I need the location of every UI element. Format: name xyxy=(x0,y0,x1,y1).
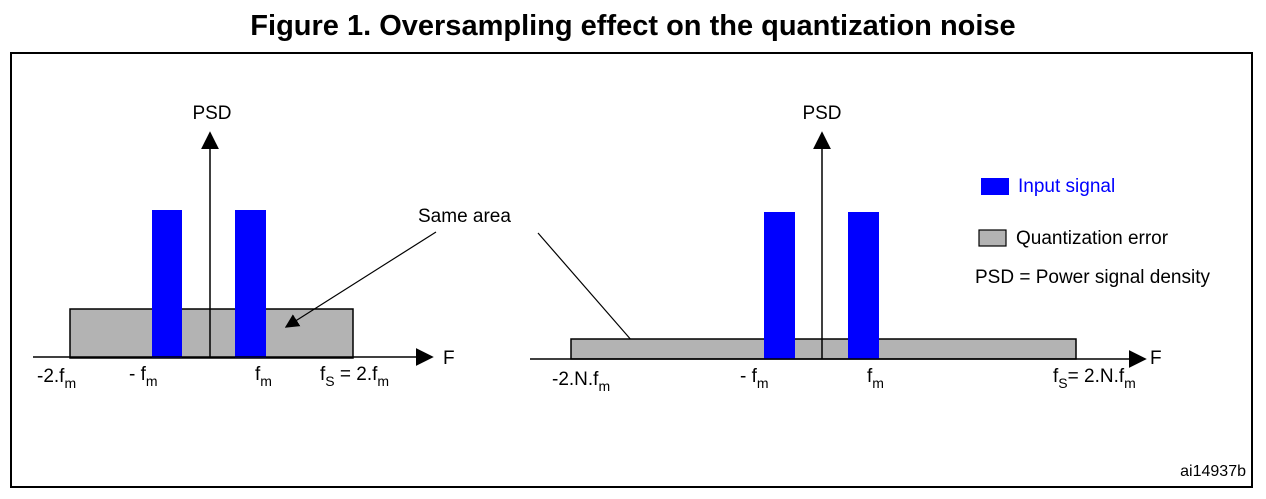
right-x-axis-label: F xyxy=(1150,348,1162,369)
same-area-arrow-left xyxy=(284,231,437,328)
left-x-axis-label: F xyxy=(443,348,455,369)
same-area-label: Same area xyxy=(418,206,511,227)
left-tick-label-fs: fS = 2.fm xyxy=(320,364,389,389)
legend-quantization-error-label: Quantization error xyxy=(1016,228,1169,249)
left-plot: PSD F -2.fm - fm fm fS = 2.fm xyxy=(33,103,455,391)
right-input-signal-bar-positive xyxy=(848,212,879,359)
right-tick-label-fs: fS= 2.N.fm xyxy=(1053,366,1136,391)
left-y-axis-label: PSD xyxy=(192,103,231,124)
left-tick-label-neg-fm: - fm xyxy=(129,364,158,389)
legend: Input signal Quantization error PSD = Po… xyxy=(975,176,1210,288)
right-tick-label-neg-fm: - fm xyxy=(740,366,769,391)
legend-quantization-error-swatch xyxy=(978,229,1007,247)
right-input-signal-bar-negative xyxy=(764,212,795,359)
right-y-axis-label: PSD xyxy=(802,103,841,124)
left-input-signal-bar-negative xyxy=(152,210,182,358)
figure-frame xyxy=(10,52,1253,488)
left-quantization-error-area xyxy=(69,308,354,359)
right-tick-label-neg-2nfm: -2.N.fm xyxy=(552,369,610,394)
legend-input-signal-swatch xyxy=(981,178,1009,195)
left-input-signal-bar-positive xyxy=(235,210,266,358)
right-tick-label-fm: fm xyxy=(867,366,884,391)
same-area-annotation: Same area xyxy=(284,206,647,359)
right-plot: PSD F -2.N.fm - fm fm fS= 2.N.fm xyxy=(530,103,1162,394)
figure-id: ai14937b xyxy=(1180,463,1246,480)
figure-title: Figure 1. Oversampling effect on the qua… xyxy=(250,10,1016,42)
same-area-arrow-right xyxy=(537,232,647,359)
legend-psd-definition: PSD = Power signal density xyxy=(975,267,1210,288)
right-quantization-error-area xyxy=(570,338,1077,360)
legend-input-signal-label: Input signal xyxy=(1018,176,1115,197)
left-tick-label-fm: fm xyxy=(255,364,272,389)
left-tick-label-neg-2fm: -2.fm xyxy=(37,366,76,391)
